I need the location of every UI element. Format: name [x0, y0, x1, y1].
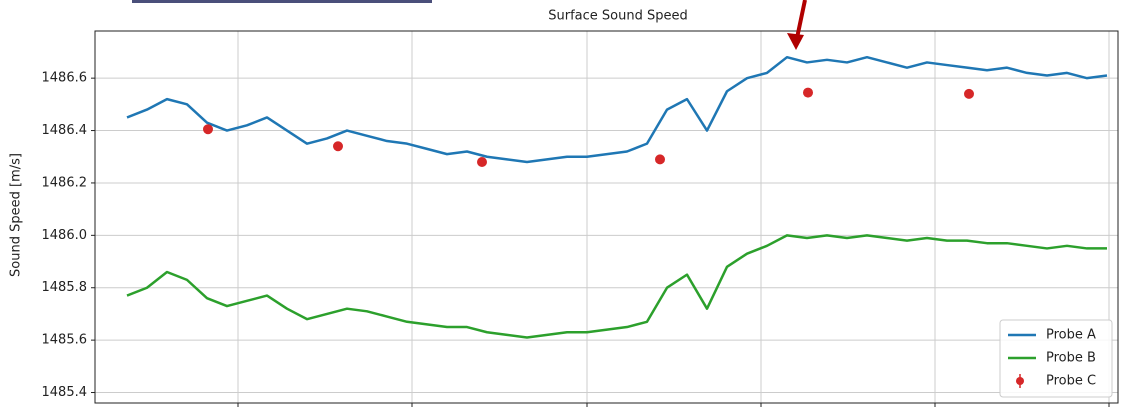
legend: Probe A Probe B Probe C: [1000, 320, 1112, 397]
scatter-point: [964, 89, 974, 99]
series-line: [127, 57, 1107, 162]
y-tick-label: 1486.6: [42, 71, 88, 86]
y-tick-label: 1486.2: [42, 175, 88, 190]
legend-marker: [1016, 377, 1024, 385]
y-tick-label: 1485.6: [42, 333, 88, 348]
chart: Surface Sound Speed Sound Speed [m/s] 14…: [0, 0, 1132, 409]
y-tick-label: 1486.4: [42, 123, 88, 138]
y-tick-label: 1485.4: [42, 385, 88, 400]
y-tick-label: 1485.8: [42, 280, 88, 295]
legend-label: Probe A: [1046, 328, 1096, 343]
plot-frame: [95, 31, 1118, 403]
cropped-image-edge: [132, 0, 432, 3]
scatter-point: [477, 157, 487, 167]
legend-label: Probe B: [1046, 351, 1096, 366]
annotation-arrowhead: [787, 33, 804, 50]
legend-label: Probe C: [1046, 374, 1096, 389]
scatter-point: [655, 154, 665, 164]
scatter-point: [333, 141, 343, 151]
scatter-point: [203, 124, 213, 134]
chart-title: Surface Sound Speed: [548, 9, 687, 24]
y-tick-label: 1486.0: [42, 228, 88, 243]
annotation-arrow: [797, 0, 805, 38]
y-axis-label: Sound Speed [m/s]: [9, 153, 24, 277]
series-line: [127, 235, 1107, 337]
scatter-point: [803, 88, 813, 98]
